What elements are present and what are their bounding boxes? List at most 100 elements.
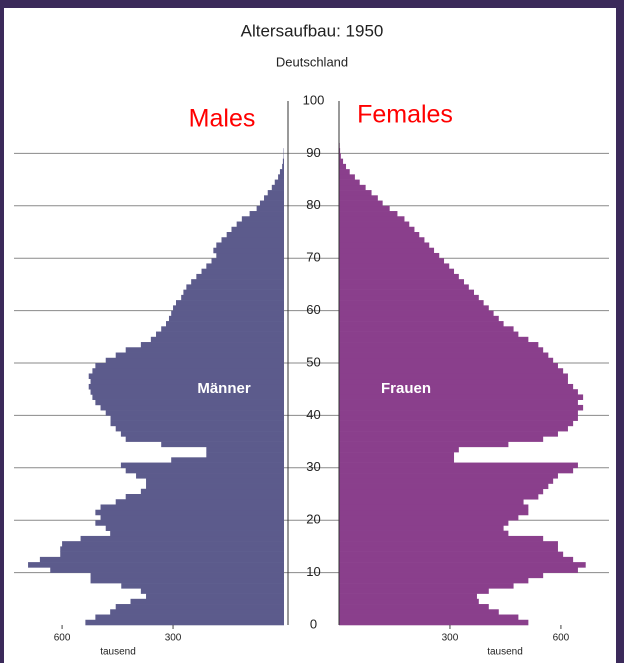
bar [339, 410, 578, 416]
bar [339, 446, 459, 453]
bar [183, 289, 284, 296]
bar [339, 232, 420, 238]
y-tick-label: 10 [306, 564, 320, 579]
bar [339, 514, 519, 521]
bar [339, 226, 415, 233]
bar [339, 258, 445, 264]
bar [176, 300, 284, 306]
bar [339, 551, 564, 558]
bar [279, 169, 284, 175]
y-tick-label: 0 [310, 616, 317, 631]
bar [80, 535, 284, 542]
bar [60, 546, 284, 552]
bar [115, 425, 284, 432]
bar [339, 509, 529, 516]
bar [339, 609, 499, 615]
bar [339, 347, 544, 353]
bar [339, 535, 544, 542]
bar [168, 315, 284, 322]
bar [339, 399, 578, 406]
bar [339, 190, 372, 196]
bar [339, 467, 574, 474]
y-tick-label: 90 [306, 145, 320, 160]
bar [211, 258, 284, 264]
bar [181, 294, 284, 301]
bar [339, 556, 574, 563]
series [28, 148, 285, 626]
bar [110, 609, 284, 615]
chart-subtitle: Deutschland [276, 54, 348, 69]
bar [339, 153, 341, 159]
bar [339, 436, 544, 442]
bar [339, 357, 554, 364]
bar [121, 583, 284, 589]
bar [105, 357, 284, 364]
bar [339, 247, 435, 254]
bar [92, 394, 285, 400]
bar [267, 190, 284, 196]
bar [339, 478, 554, 484]
bar [213, 247, 284, 254]
bar [264, 195, 284, 201]
bar [90, 577, 284, 584]
bar [125, 436, 284, 442]
bar [339, 284, 469, 290]
bar [339, 263, 450, 269]
y-tick-label: 70 [306, 250, 320, 265]
bar [339, 394, 584, 400]
bar [249, 211, 284, 217]
bar [241, 216, 284, 222]
bar [271, 184, 284, 191]
bar [278, 174, 284, 180]
bar [339, 520, 509, 526]
bar [339, 441, 509, 448]
bar [90, 572, 284, 579]
bar [259, 200, 284, 207]
bar [88, 373, 284, 380]
bar [339, 378, 568, 385]
bar [339, 499, 524, 505]
bar [339, 525, 504, 531]
legend-label: Männer [197, 380, 251, 397]
bar [339, 305, 489, 311]
bar [216, 242, 284, 249]
bar [28, 562, 284, 568]
bar [146, 593, 284, 600]
bar [339, 494, 539, 500]
bar [95, 614, 284, 621]
bar [339, 368, 564, 374]
bar [125, 467, 284, 474]
bar [339, 483, 549, 490]
bar [339, 567, 578, 573]
x-tick-label: 300 [165, 633, 182, 644]
bar [339, 619, 529, 626]
bar [339, 425, 568, 432]
bar [156, 331, 284, 338]
bar [90, 389, 284, 395]
bar [105, 410, 284, 416]
bar [92, 368, 285, 374]
bar [196, 273, 284, 280]
bar [339, 342, 539, 348]
bar [125, 347, 284, 353]
bar [236, 221, 284, 228]
bar [339, 336, 529, 343]
legend-label: Frauen [381, 380, 431, 397]
bar [339, 268, 455, 275]
bar [115, 604, 284, 610]
bar [339, 473, 558, 479]
bar [110, 530, 284, 537]
bar [339, 205, 390, 212]
bar [95, 509, 284, 516]
bar [140, 342, 284, 348]
bar [339, 163, 347, 170]
y-tick-label: 40 [306, 407, 320, 422]
bar [339, 373, 568, 380]
bar [339, 211, 398, 217]
bar [115, 352, 284, 359]
bar [339, 541, 558, 547]
bar [221, 237, 284, 243]
bar [140, 588, 284, 594]
bar [339, 195, 378, 201]
